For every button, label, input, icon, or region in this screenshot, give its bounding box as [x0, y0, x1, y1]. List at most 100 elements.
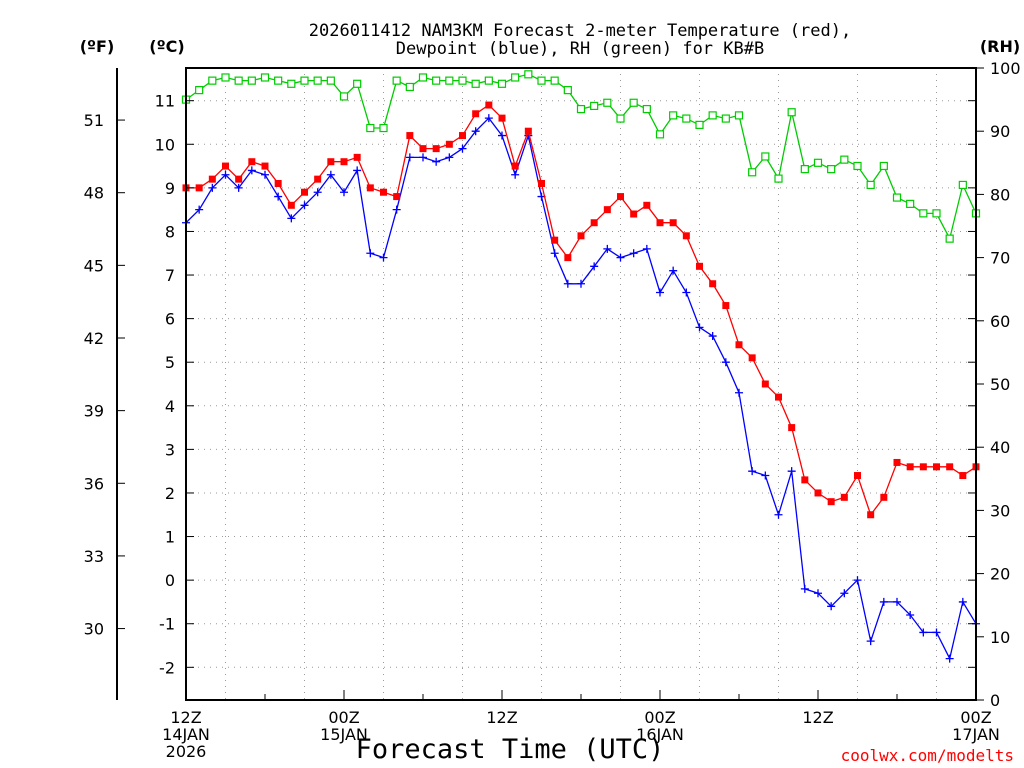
rh-point — [445, 76, 454, 85]
rh-point — [418, 73, 428, 82]
rh-point — [195, 86, 204, 95]
temperature-point — [643, 201, 651, 209]
temperature-series — [182, 101, 980, 519]
temperature-point — [696, 262, 703, 270]
temperature-point — [669, 219, 677, 227]
temperature-point — [656, 219, 664, 227]
fahrenheit-tick-label: 36 — [84, 474, 104, 493]
temperature-point — [867, 511, 875, 519]
dewpoint-point — [761, 471, 770, 480]
celsius-tick-label: -2 — [159, 658, 175, 677]
time-tick-label: 00Z — [328, 708, 359, 727]
celsius-tick-label: 9 — [165, 179, 175, 198]
dewpoint-point — [195, 205, 204, 214]
dewpoint-point — [853, 576, 862, 585]
temperature-point — [222, 162, 229, 170]
dewpoint-point — [432, 157, 441, 166]
rh-tick-label: 10 — [990, 628, 1010, 647]
rh-point — [721, 114, 730, 123]
rh-point — [590, 101, 599, 111]
dewpoint-point — [484, 114, 493, 123]
celsius-tick-label: 8 — [165, 222, 175, 241]
dewpoint-point — [695, 323, 704, 332]
fahrenheit-tick-label: 39 — [84, 402, 104, 421]
temperature-point — [564, 254, 572, 262]
temperature-point — [603, 206, 611, 214]
fahrenheit-tick-label: 45 — [84, 256, 104, 275]
rh-point — [906, 199, 915, 208]
rh-point — [274, 76, 283, 85]
rh-point — [326, 76, 335, 85]
dewpoint-point — [511, 170, 520, 179]
dewpoint-point — [550, 249, 559, 258]
dewpoint-point — [906, 611, 915, 620]
credit-text: coolwx.com/modelts — [841, 746, 1014, 765]
rh-point — [655, 130, 665, 139]
temperature-point — [854, 472, 861, 480]
temperature-point — [933, 463, 940, 471]
rh-point — [563, 86, 572, 95]
temperature-point — [590, 219, 598, 227]
dewpoint-point — [392, 205, 401, 214]
dewpoint-point — [274, 192, 283, 201]
rh-point — [761, 152, 770, 161]
dewpoint-point — [642, 244, 651, 253]
dewpoint-point — [340, 188, 348, 197]
dewpoint-point — [919, 628, 928, 637]
temperature-point — [840, 493, 848, 501]
dewpoint-point — [774, 510, 783, 519]
temperature-point — [366, 184, 374, 192]
dewpoint-point — [313, 188, 322, 197]
dewpoint-point — [721, 358, 730, 367]
dewpoint-point — [563, 279, 572, 288]
time-tick-label: 15JAN — [320, 725, 368, 744]
time-tick-label: 14JAN — [162, 725, 210, 744]
temperature-point — [419, 145, 427, 153]
dewpoint-point — [498, 131, 506, 140]
dewpoint-point — [708, 332, 717, 341]
dewpoint-point — [445, 153, 454, 162]
rh-point — [695, 120, 704, 129]
dewpoint-point — [590, 262, 599, 271]
temperature-point — [538, 180, 545, 188]
rh-point — [642, 104, 651, 114]
dewpoint-point — [471, 127, 480, 136]
temperature-point — [287, 201, 295, 209]
rh-point — [300, 76, 309, 85]
rh-tick-label: 70 — [990, 249, 1010, 268]
rh-tick-label: 0 — [990, 691, 1000, 710]
temperature-point — [301, 188, 308, 196]
dewpoint-point — [866, 637, 875, 646]
rh-point — [840, 155, 849, 164]
dewpoint-point — [353, 166, 362, 175]
dewpoint-point — [458, 144, 467, 153]
celsius-tick-label: 11 — [155, 92, 175, 111]
rh-point — [813, 158, 823, 167]
temperature-point — [630, 210, 638, 218]
rh-point — [576, 104, 586, 114]
rh-point — [458, 76, 467, 85]
celsius-tick-label: 6 — [165, 310, 175, 329]
temperature-point — [551, 236, 559, 244]
time-tick-label: 16JAN — [636, 725, 684, 744]
dewpoint-point — [932, 628, 941, 637]
temperature-point — [314, 175, 322, 183]
time-tick-label: 12Z — [802, 708, 833, 727]
temperature-point — [380, 188, 387, 196]
rh-point — [629, 98, 638, 107]
rh-point — [537, 76, 546, 85]
rh-point — [339, 92, 349, 101]
dewpoint-point — [326, 170, 335, 179]
dewpoint-point — [682, 288, 691, 297]
dewpoint-point — [405, 153, 414, 162]
temperature-point — [722, 302, 730, 310]
time-tick-label: 12Z — [486, 708, 517, 727]
celsius-tick-label: 3 — [165, 440, 175, 459]
rh-tick-label: 20 — [990, 565, 1010, 584]
temperature-point — [735, 341, 743, 349]
temperature-point — [893, 458, 901, 466]
rh-point — [774, 174, 783, 183]
temperature-point — [274, 180, 282, 188]
rh-point — [879, 161, 888, 171]
